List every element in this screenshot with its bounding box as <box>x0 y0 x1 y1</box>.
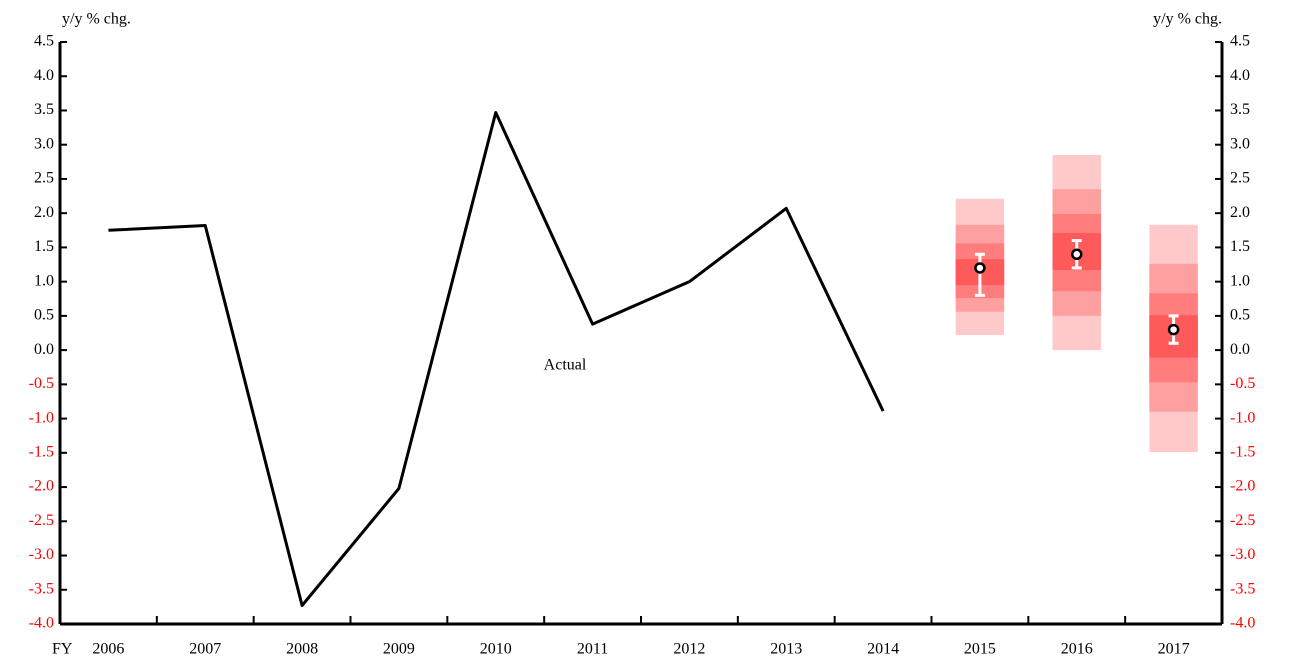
y-tick-label: 3.0 <box>34 135 54 152</box>
range-bar <box>974 252 985 297</box>
median-marker <box>1071 248 1083 261</box>
y2-tick-label: -1.5 <box>1230 443 1255 460</box>
x-tick-label: 2008 <box>286 641 318 658</box>
y-tick-label: 0.0 <box>34 341 54 358</box>
y2-tick-label: -3.0 <box>1230 546 1255 563</box>
x-tick-label: 2017 <box>1158 641 1190 658</box>
y-tick-label: 1.5 <box>34 238 54 255</box>
y-tick-label: -0.5 <box>29 375 54 392</box>
y-tick-label: 2.0 <box>34 204 54 221</box>
x-tick-label: 2010 <box>480 641 512 658</box>
x-tick-label: 2006 <box>92 641 124 658</box>
y-tick-label: -1.5 <box>29 443 54 460</box>
y-tick-label: 2.5 <box>34 170 54 187</box>
y-tick-label: -2.0 <box>29 478 54 495</box>
y2-tick-label: 2.0 <box>1230 204 1250 221</box>
x-tick-label: 2012 <box>673 641 705 658</box>
median-marker <box>974 262 986 274</box>
y2-tick-label: -4.0 <box>1230 615 1255 632</box>
y2-tick-label: 3.0 <box>1230 135 1250 152</box>
median-marker <box>1167 323 1180 336</box>
y-tick-label: 1.0 <box>34 272 54 289</box>
y2-tick-label: -2.0 <box>1230 478 1255 495</box>
y2-tick-label: 4.0 <box>1230 67 1250 84</box>
y-tick-label: 0.5 <box>34 307 54 324</box>
y-tick-label: 3.5 <box>34 101 54 118</box>
y-tick-label: -3.5 <box>29 580 54 597</box>
x-tick-label: 2007 <box>189 641 221 658</box>
x-tick-label: 2015 <box>964 641 996 658</box>
y-axis-title: y/y % chg. <box>62 11 131 28</box>
y-tick-label: -3.0 <box>29 546 54 563</box>
x-axis-title: FY <box>52 641 73 658</box>
y-tick-label: 4.0 <box>34 67 54 84</box>
y-tick-label: -4.0 <box>29 615 54 632</box>
y2-tick-label: 0.0 <box>1230 341 1250 358</box>
y2-tick-label: -0.5 <box>1230 375 1255 392</box>
y2-tick-label: -3.5 <box>1230 580 1255 597</box>
x-tick-label: 2011 <box>577 641 608 658</box>
y2-tick-label: 3.5 <box>1230 101 1250 118</box>
y2-tick-label: -1.0 <box>1230 409 1255 426</box>
y2-tick-label: 4.5 <box>1230 33 1250 50</box>
x-tick-label: 2014 <box>867 641 899 658</box>
y2-tick-label: 0.5 <box>1230 307 1250 324</box>
y-tick-label: -2.5 <box>29 512 54 529</box>
x-tick-label: 2009 <box>383 641 415 658</box>
y-tick-label: -1.0 <box>29 409 54 426</box>
actual-line <box>108 111 885 608</box>
y2-tick-label: 2.5 <box>1230 170 1250 187</box>
y2-axis-title: y/y % chg. <box>1153 11 1222 28</box>
y-tick-label: 4.5 <box>34 33 54 50</box>
y2-tick-label: 1.5 <box>1230 238 1250 255</box>
y2-tick-label: 1.0 <box>1230 272 1250 289</box>
x-tick-label: 2013 <box>770 641 802 658</box>
series-label: Actual <box>544 357 587 374</box>
y2-tick-label: -2.5 <box>1230 512 1255 529</box>
x-tick-label: 2016 <box>1061 641 1093 658</box>
